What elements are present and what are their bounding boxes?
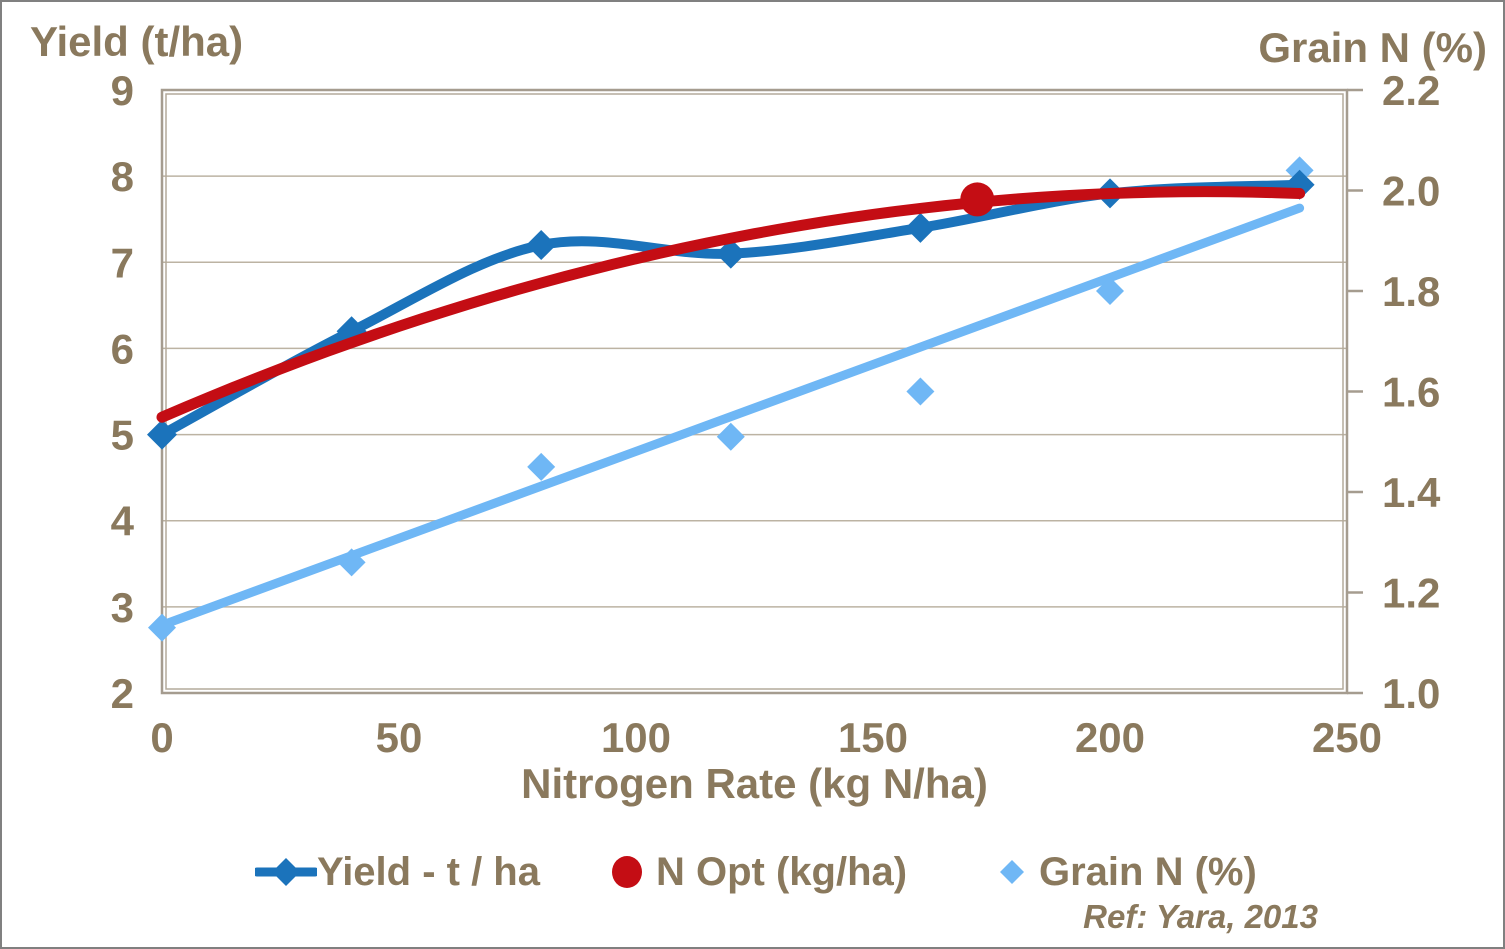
plot-border-inner: [165, 93, 1344, 690]
legend-label-yield: Yield - t / ha: [317, 850, 540, 894]
grainn-marker: [527, 452, 556, 481]
x-tick-label: 0: [150, 714, 173, 761]
x-tick-label: 100: [601, 714, 671, 761]
x-tick-label: 200: [1075, 714, 1145, 761]
y-right-tick-label: 1.6: [1382, 369, 1440, 416]
y-left-tick-label: 4: [111, 498, 135, 545]
x-tick-label: 50: [376, 714, 423, 761]
nopt-point: [960, 182, 995, 217]
right-axis-title: Grain N (%): [1258, 24, 1487, 71]
x-tick-label: 150: [838, 714, 908, 761]
y-right-tick-label: 1.4: [1382, 469, 1441, 516]
circle-icon: [612, 856, 642, 888]
grainn-trendline: [157, 203, 1305, 630]
yield-marker: [147, 419, 177, 450]
y-left-tick-label: 7: [111, 239, 134, 286]
nopt-curve: [156, 186, 1306, 423]
y-right-tick-label: 1.2: [1382, 570, 1440, 617]
y-right-tick-label: 2.2: [1382, 67, 1440, 114]
grainn-marker: [1096, 277, 1124, 305]
diamond-icon: [1000, 860, 1024, 884]
y-left-tick-label: 8: [111, 153, 134, 200]
y-left-tick-label: 6: [111, 325, 134, 372]
line-diamond-icon: [255, 858, 317, 886]
reference-note: Ref: Yara, 2013: [1083, 898, 1318, 935]
legend-item-nopt: N Opt (kg/ha): [610, 844, 907, 900]
x-tick-label: 250: [1312, 714, 1382, 761]
legend: Yield - t / ha N Opt (kg/ha) Grain N (%): [2, 844, 1503, 900]
yield-line: [157, 179, 1305, 440]
grainn-marker: [906, 377, 935, 406]
y-right-tick-label: 1.8: [1382, 268, 1440, 315]
y-left-tick-label: 9: [111, 67, 134, 114]
grainn-marker: [337, 548, 366, 577]
grainn-marker: [716, 422, 745, 451]
y-left-tick-label: 2: [111, 670, 134, 717]
legend-item-grainn: Grain N (%): [998, 844, 1257, 900]
plot-border: [160, 88, 1349, 695]
grainn-marker: [148, 613, 176, 642]
legend-item-yield: Yield - t / ha: [255, 844, 540, 900]
left-axis-title: Yield (t/ha): [30, 18, 244, 65]
y-left-tick-label: 3: [111, 584, 134, 631]
y-left-tick-label: 5: [111, 412, 134, 459]
x-axis-title: Nitrogen Rate (kg N/ha): [521, 760, 988, 807]
yield-marker: [905, 212, 936, 243]
yield-marker: [526, 230, 557, 261]
legend-label-grainn: Grain N (%): [1039, 850, 1257, 894]
legend-label-nopt: N Opt (kg/ha): [656, 850, 908, 894]
y-right-tick-label: 1.0: [1382, 670, 1440, 717]
y-right-tick-label: 2.0: [1382, 168, 1440, 215]
yield-marker: [715, 238, 746, 269]
